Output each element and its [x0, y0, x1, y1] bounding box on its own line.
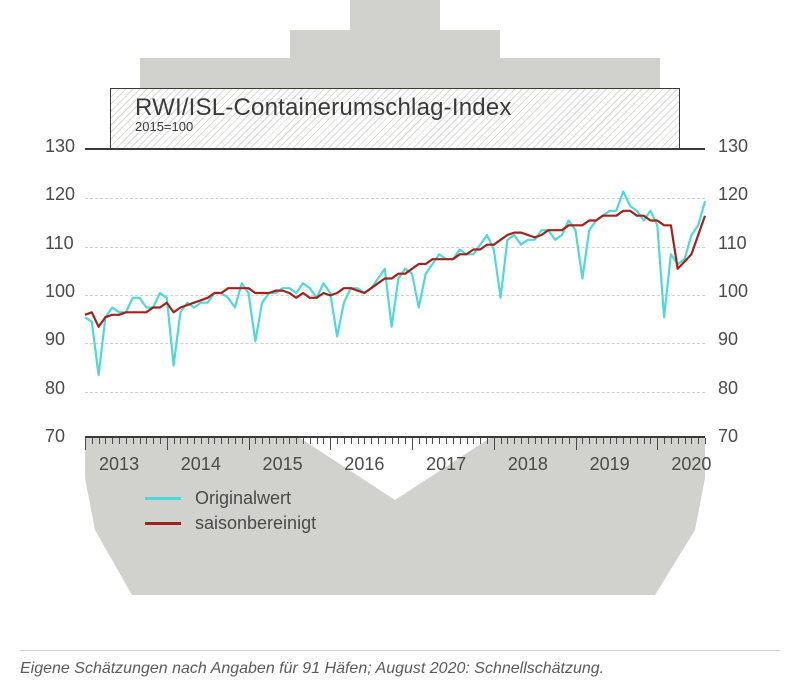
- chart-subtitle: 2015=100: [135, 119, 655, 134]
- legend-item-seasonal: saisonbereinigt: [145, 513, 316, 534]
- footnote: Eigene Schätzungen nach Angaben für 91 H…: [20, 660, 604, 678]
- y-axis-label-left: 130: [45, 136, 75, 157]
- chart-series: [85, 148, 705, 438]
- y-axis-label-left: 80: [45, 378, 65, 399]
- y-axis-label-right: 80: [718, 378, 738, 399]
- legend-swatch-seasonal: [145, 522, 181, 525]
- footnote-rule: [20, 650, 780, 651]
- y-axis-label-right: 120: [718, 184, 748, 205]
- chart-title: RWI/ISL-Containerumschlag-Index: [135, 95, 655, 121]
- x-axis-year-label: 2019: [590, 454, 630, 475]
- x-ticks: [85, 438, 705, 452]
- legend-label-original: Originalwert: [195, 488, 291, 509]
- y-axis-label-right: 90: [718, 329, 738, 350]
- y-axis-label-right: 100: [718, 281, 748, 302]
- x-axis-year-label: 2013: [99, 454, 139, 475]
- y-axis-label-right: 110: [718, 233, 747, 254]
- legend: Originalwert saisonbereinigt: [145, 488, 316, 538]
- y-axis-label-right: 70: [718, 426, 738, 447]
- y-axis-label-left: 110: [45, 233, 74, 254]
- y-axis-label-left: 90: [45, 329, 65, 350]
- x-axis-year-label: 2020: [671, 454, 711, 475]
- x-axis-year-label: 2015: [263, 454, 303, 475]
- y-axis-label-left: 100: [45, 281, 75, 302]
- y-axis-label-right: 130: [718, 136, 748, 157]
- y-axis-label-left: 70: [45, 426, 65, 447]
- chart-title-box: RWI/ISL-Containerumschlag-Index 2015=100: [110, 88, 680, 148]
- legend-swatch-original: [145, 497, 181, 500]
- x-axis-year-label: 2018: [508, 454, 548, 475]
- y-axis-label-left: 120: [45, 184, 75, 205]
- series-original: [85, 192, 705, 376]
- x-axis-year-label: 2016: [344, 454, 384, 475]
- x-axis-year-label: 2017: [426, 454, 466, 475]
- legend-item-original: Originalwert: [145, 488, 316, 509]
- legend-label-seasonal: saisonbereinigt: [195, 513, 316, 534]
- x-axis-year-label: 2014: [181, 454, 221, 475]
